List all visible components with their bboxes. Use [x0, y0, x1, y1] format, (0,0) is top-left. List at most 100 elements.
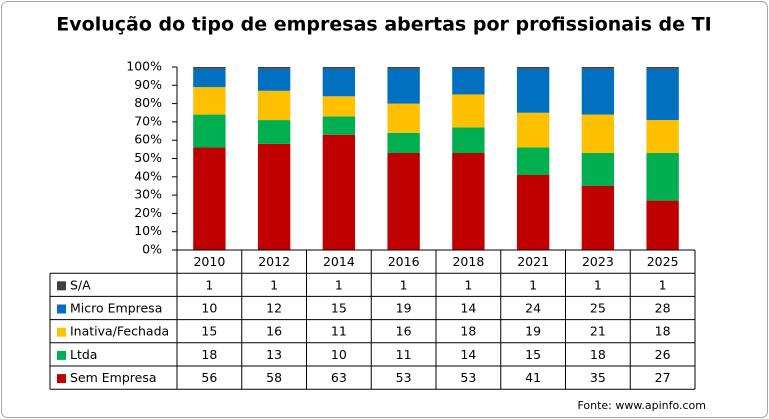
table-value: 19 [396, 301, 412, 316]
bar-segment [387, 132, 420, 154]
table-value: 16 [396, 324, 412, 339]
bar-segment [257, 90, 291, 121]
bar-segment [452, 67, 485, 69]
table-value: 16 [266, 324, 282, 339]
table-value: 1 [205, 277, 213, 292]
bar-segment [387, 103, 420, 133]
table-value: 10 [201, 301, 217, 316]
bar-segment [516, 67, 550, 69]
table-value: 1 [594, 277, 602, 292]
bar-segment [387, 67, 420, 69]
y-tick-label: 10% [134, 223, 162, 238]
table-value: 11 [396, 347, 412, 362]
table-value: 18 [460, 324, 476, 339]
legend-label: S/A [70, 277, 91, 292]
legend-key [57, 327, 66, 337]
table-value: 15 [525, 347, 541, 362]
bar-segment [387, 153, 420, 250]
table-value: 15 [201, 324, 217, 339]
y-tick-label: 0% [142, 242, 162, 257]
bar-segment [193, 147, 226, 250]
table-value: 26 [655, 347, 671, 362]
bar-segment [581, 68, 615, 115]
bar-segment [257, 143, 291, 250]
table-value: 1 [400, 277, 408, 292]
legend-key [57, 350, 66, 360]
bar-segment [452, 127, 485, 154]
bar-segment [646, 200, 679, 250]
table-value: 1 [529, 277, 537, 292]
y-tick-label: 40% [134, 168, 162, 183]
legend-label: Ltda [70, 347, 97, 362]
table-value: 15 [331, 301, 347, 316]
table-value: 1 [335, 277, 343, 292]
bar-segment [452, 68, 485, 95]
table-value: 13 [266, 347, 282, 362]
legend-label: Micro Empresa [70, 301, 162, 316]
bar-segment [646, 67, 679, 69]
y-tick-label: 60% [134, 132, 162, 147]
y-tick-label: 50% [134, 150, 162, 165]
x-tick-label: 2023 [582, 254, 614, 269]
bar-segment [322, 96, 356, 117]
x-tick-label: 2012 [258, 254, 290, 269]
table-value: 24 [525, 301, 541, 316]
table-value: 14 [460, 301, 476, 316]
x-tick-label: 2010 [193, 254, 225, 269]
y-tick-label: 30% [134, 187, 162, 202]
x-tick-label: 2018 [452, 254, 484, 269]
bar-segment [516, 112, 550, 148]
table-value: 53 [396, 370, 412, 385]
legend-key [57, 281, 66, 291]
table-value: 53 [460, 370, 476, 385]
x-tick-label: 2025 [647, 254, 679, 269]
bar-segment [516, 147, 550, 175]
bar-segment [646, 68, 679, 121]
table-value: 19 [525, 324, 541, 339]
y-tick-label: 70% [134, 113, 162, 128]
bar-segment [452, 94, 485, 128]
bar-segment [193, 87, 226, 115]
bar-segment [257, 68, 291, 91]
table-value: 18 [201, 347, 217, 362]
bar-segment [193, 114, 226, 148]
table-value: 27 [655, 370, 671, 385]
table-value: 58 [266, 370, 282, 385]
table-value: 21 [590, 324, 606, 339]
bar-segment [452, 153, 485, 250]
bar-segment [581, 67, 615, 69]
bar-segment [322, 68, 356, 97]
bar-segment [257, 120, 291, 144]
y-tick-label: 20% [134, 205, 162, 220]
x-tick-label: 2014 [323, 254, 355, 269]
table-value: 11 [331, 324, 347, 339]
legend-key [57, 374, 66, 384]
table-value: 1 [464, 277, 472, 292]
bar-segment [581, 114, 615, 154]
chart-title: Evolução do tipo de empresas abertas por… [56, 14, 711, 36]
bar-segment [387, 68, 420, 104]
legend-key [57, 304, 66, 314]
bar-segment [193, 67, 226, 69]
bar-segment [516, 174, 550, 250]
bar-segment [646, 153, 679, 201]
bar-segment [257, 67, 291, 69]
bar-segment [516, 68, 550, 113]
table-value: 18 [655, 324, 671, 339]
table-value: 63 [331, 370, 347, 385]
x-tick-label: 2021 [517, 254, 549, 269]
table-value: 25 [590, 301, 606, 316]
source-note: Fonte: www.apinfo.com [577, 399, 706, 412]
table-value: 18 [590, 347, 606, 362]
y-tick-label: 80% [134, 95, 162, 110]
table-value: 1 [659, 277, 667, 292]
table-value: 56 [201, 370, 217, 385]
table-value: 14 [460, 347, 476, 362]
table-value: 41 [525, 370, 541, 385]
legend-label: Sem Empresa [70, 370, 157, 385]
y-tick-label: 90% [134, 77, 162, 92]
bar-segment [646, 120, 679, 154]
bar-segment [322, 67, 356, 69]
bar-segment [581, 185, 615, 250]
